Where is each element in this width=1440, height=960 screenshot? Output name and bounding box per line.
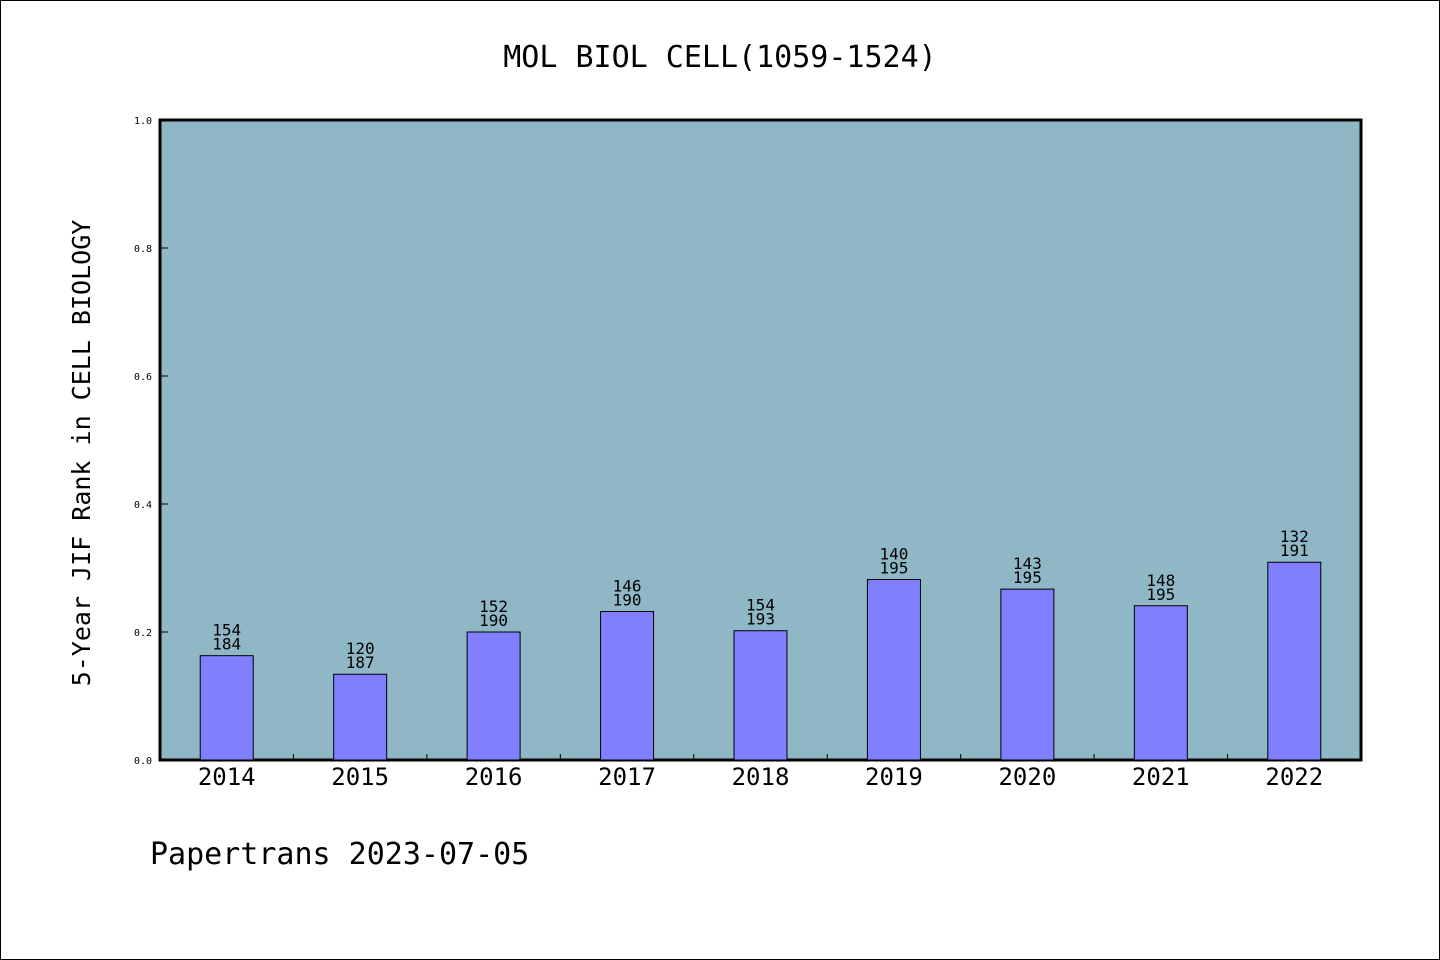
bar-2017 [600, 611, 655, 761]
bar-label-rank: 143 [1013, 554, 1042, 573]
bar-2022 [1267, 561, 1322, 761]
x-tick-label: 2016 [465, 763, 523, 791]
bars [199, 561, 1322, 761]
bar-label-total: 195 [1146, 585, 1175, 604]
y-tick-label: 0.8 [134, 244, 152, 255]
bar-2021 [1133, 605, 1188, 761]
chart-title: MOL BIOL CELL(1059-1524) [503, 40, 936, 75]
x-tick-label: 2018 [732, 763, 790, 791]
x-tick-label: 2022 [1265, 763, 1323, 791]
bar-2015 [333, 673, 388, 761]
bar-label-total: 195 [1013, 568, 1042, 587]
bar-label-total: 190 [479, 611, 508, 630]
bar-2020 [1000, 588, 1055, 761]
x-tick-label: 2015 [331, 763, 389, 791]
bar-label-rank: 132 [1280, 527, 1309, 546]
x-tick-label: 2020 [998, 763, 1056, 791]
bar-2014 [199, 655, 254, 761]
bar-label-total: 184 [212, 635, 241, 654]
x-axis-ticks: 2014 2015 2016 2017 2018 2019 2020 2021 2022 [198, 754, 1323, 791]
bar-label-total: 190 [613, 591, 642, 610]
bar-label-rank: 120 [346, 639, 375, 658]
y-axis-label: 5-Year JIF Rank in CELL BIOLOGY [67, 220, 96, 687]
bar-label-rank: 146 [613, 577, 642, 596]
y-axis-ticks: 0.0 0.2 0.4 0.6 0.8 1.0 [134, 116, 168, 767]
y-tick-label: 1.0 [134, 116, 152, 127]
bar-label-total: 187 [346, 653, 375, 672]
bar-label-rank: 148 [1146, 571, 1175, 590]
x-tick-label: 2014 [198, 763, 256, 791]
bar-label-total: 193 [746, 610, 775, 629]
y-tick-label: 0.6 [134, 372, 152, 383]
bar-label-total: 191 [1280, 541, 1309, 560]
footer-credit: Papertrans 2023-07-05 [150, 837, 529, 872]
bar-2016 [466, 631, 521, 761]
y-tick-label: 0.4 [134, 500, 152, 511]
x-tick-label: 2017 [598, 763, 656, 791]
bar-2018 [733, 630, 788, 761]
x-tick-label: 2019 [865, 763, 923, 791]
bar-label-rank: 154 [746, 596, 775, 615]
bar-label-total: 195 [879, 559, 908, 578]
bar-label-rank: 140 [879, 545, 908, 564]
bar-label-rank: 152 [479, 597, 508, 616]
y-tick-label: 0.0 [134, 756, 152, 767]
y-tick-label: 0.2 [134, 628, 152, 639]
bar-2019 [866, 579, 921, 761]
x-tick-label: 2021 [1132, 763, 1190, 791]
bar-label-rank: 154 [212, 621, 241, 640]
